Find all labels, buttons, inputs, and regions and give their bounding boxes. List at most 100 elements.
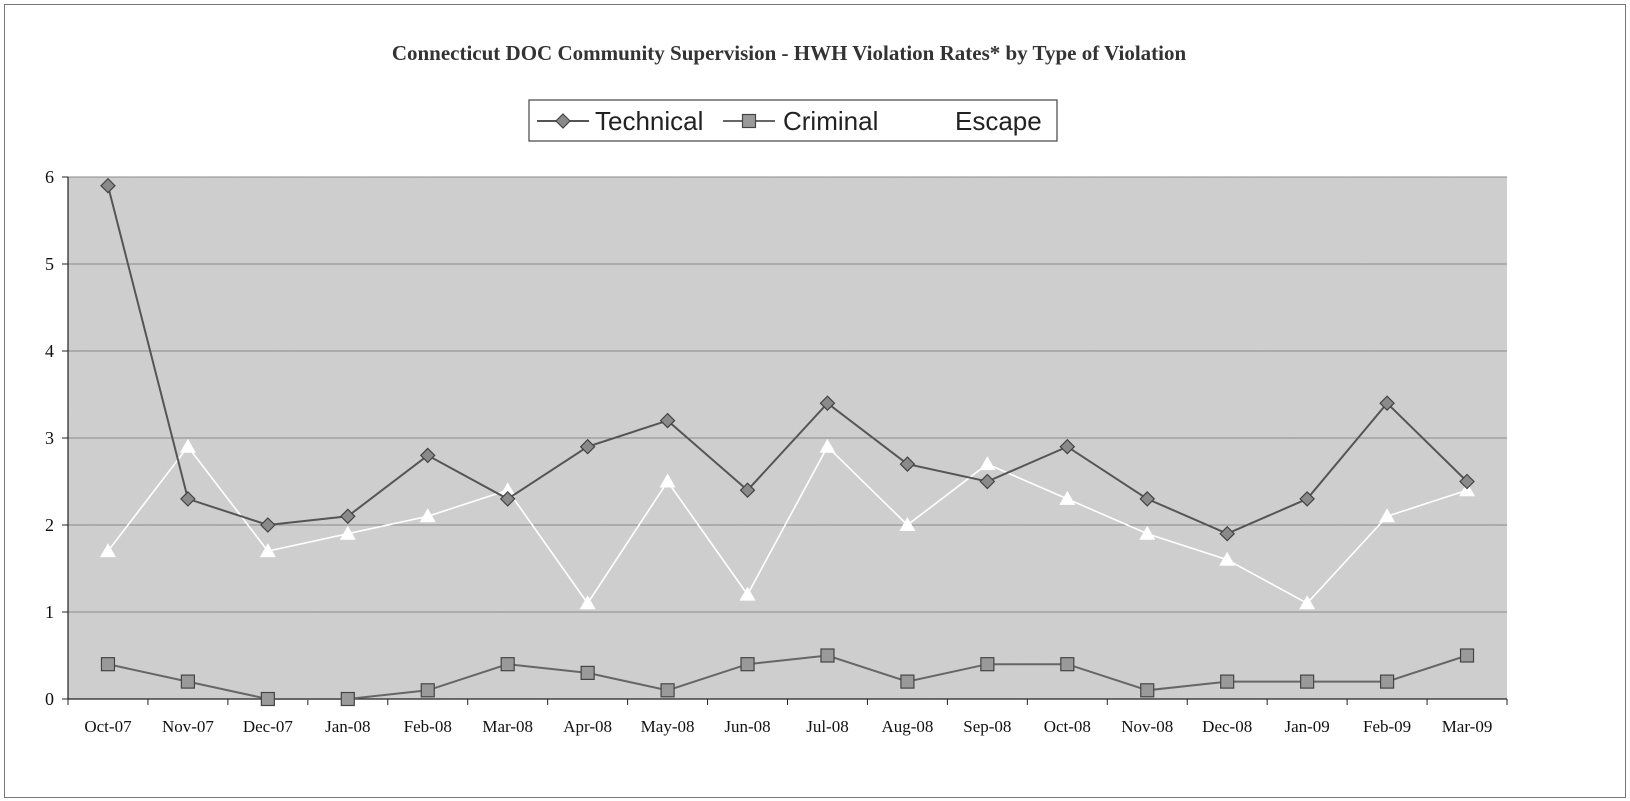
y-tick-label: 4 <box>45 341 54 361</box>
data-point <box>979 456 996 471</box>
series-line <box>107 445 1468 605</box>
data-point <box>1300 674 1315 689</box>
y-tick-label: 1 <box>45 602 54 622</box>
data-point <box>260 691 275 707</box>
data-point <box>1379 508 1396 523</box>
legend-marker <box>555 113 571 129</box>
data-point <box>499 482 516 497</box>
chart-frame: Connecticut DOC Community Supervision - … <box>4 4 1626 798</box>
data-point <box>1299 595 1316 610</box>
data-point <box>259 543 276 558</box>
data-point <box>979 473 996 490</box>
x-tick-label: Jul-08 <box>806 717 849 736</box>
data-point <box>1139 491 1156 507</box>
chart-title: Connecticut DOC Community Supervision - … <box>392 41 1187 65</box>
legend-label: Criminal <box>783 106 878 136</box>
data-point <box>899 517 916 531</box>
data-point <box>1299 491 1315 507</box>
legend-label: Escape <box>955 106 1042 136</box>
data-point <box>180 674 196 689</box>
data-point <box>419 508 436 523</box>
data-point <box>419 447 436 464</box>
data-point <box>1220 674 1235 689</box>
data-point <box>420 683 435 698</box>
data-point <box>1059 490 1076 505</box>
legend-item: Escape <box>895 106 1042 136</box>
x-tick-label: Jun-08 <box>724 717 770 736</box>
series-layer <box>99 177 1476 707</box>
data-point <box>1060 657 1075 672</box>
x-tick-label: Jan-09 <box>1284 717 1329 736</box>
data-point <box>739 482 756 499</box>
x-tick-label: Nov-08 <box>1121 717 1173 736</box>
data-point <box>1059 438 1076 455</box>
legend-item: Technical <box>537 106 703 136</box>
data-point <box>179 438 196 453</box>
data-point <box>339 508 356 525</box>
data-point <box>180 491 196 507</box>
y-tick-label: 2 <box>45 515 54 535</box>
legend-marker <box>741 113 757 129</box>
y-tick-label: 5 <box>45 254 54 274</box>
data-point <box>260 517 276 533</box>
data-point <box>579 438 596 455</box>
x-tick-label: Dec-07 <box>243 717 294 736</box>
data-point <box>1219 551 1236 566</box>
x-tick-label: Mar-08 <box>482 717 533 736</box>
x-tick-label: Aug-08 <box>881 717 933 736</box>
data-point <box>340 691 355 707</box>
data-point <box>819 395 836 412</box>
data-point <box>1379 674 1395 689</box>
data-point <box>1459 648 1475 663</box>
series-line <box>107 185 1468 535</box>
x-tick-label: Jan-08 <box>325 717 370 736</box>
series-line <box>107 654 1468 700</box>
data-point <box>740 657 755 672</box>
x-tick-label: Feb-09 <box>1363 717 1411 736</box>
x-tick-label: Feb-08 <box>404 717 452 736</box>
legend-marker <box>913 113 929 127</box>
x-tick-label: Oct-08 <box>1044 717 1091 736</box>
data-point <box>820 648 835 663</box>
data-point <box>1219 525 1236 542</box>
data-point <box>500 657 515 672</box>
data-point <box>660 683 675 698</box>
x-tick-label: Mar-09 <box>1442 717 1493 736</box>
data-point <box>899 456 916 472</box>
legend: Technical Criminal Escape <box>528 99 1058 142</box>
x-tick-label: Apr-08 <box>563 717 612 736</box>
x-tick-label: Dec-08 <box>1202 717 1252 736</box>
data-point <box>900 674 915 689</box>
data-point <box>819 438 836 453</box>
x-axis-ticks: Oct-07 Nov-07 Dec-07 Jan-08 Feb-08 Mar-08 Apr-… <box>67 699 1508 736</box>
data-point <box>100 657 116 672</box>
data-point <box>1139 525 1156 540</box>
series-1 <box>100 648 1475 707</box>
data-point <box>99 543 116 558</box>
x-tick-label: Oct-07 <box>84 717 132 736</box>
data-point <box>659 412 676 429</box>
x-tick-label: Nov-07 <box>162 717 214 736</box>
legend-label: Technical <box>595 106 703 136</box>
gridlines <box>68 176 1507 613</box>
y-tick-label: 3 <box>45 428 54 448</box>
series-0 <box>100 177 1475 542</box>
y-tick-label: 0 <box>45 689 54 709</box>
x-tick-label: Sep-08 <box>963 717 1011 736</box>
line-chart: Connecticut DOC Community Supervision - … <box>45 41 1508 736</box>
data-point <box>659 473 676 488</box>
series-2 <box>99 438 1476 610</box>
data-point <box>1379 395 1395 412</box>
legend-item: Criminal <box>723 106 878 136</box>
data-point <box>579 595 596 610</box>
y-tick-label: 6 <box>45 167 54 187</box>
data-point <box>339 525 356 540</box>
data-point <box>499 491 516 507</box>
legend-box <box>528 99 1058 142</box>
y-axis-ticks: 0 1 2 3 4 5 6 <box>45 167 68 709</box>
data-point <box>580 665 595 681</box>
data-point <box>980 657 995 672</box>
data-point <box>1459 473 1475 490</box>
data-point <box>100 177 116 194</box>
data-point <box>1140 683 1155 698</box>
